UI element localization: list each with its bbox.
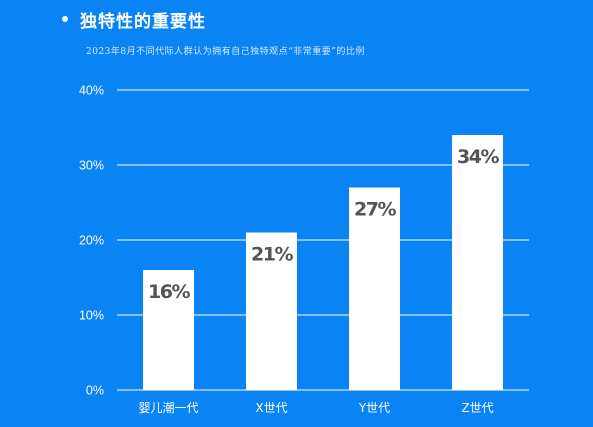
bullet-dot-icon [62,16,68,22]
bar [143,270,194,390]
bar-value-label: 27% [354,199,396,221]
chart-title: 独特性的重要性 [80,11,206,32]
y-tick-label: 30% [79,159,104,173]
y-axis-ticks: 0% 10% 20% 30% 40% [79,84,104,398]
y-tick-label: 0% [86,384,104,398]
bars [143,135,503,390]
bar-value-label: 34% [457,146,499,168]
x-axis-categories: 婴儿潮一代 X世代 Y世代 Z世代 [138,400,493,415]
chart-title-row: 独特性的重要性 [62,6,206,32]
x-category-label: X世代 [255,401,287,415]
bar [349,187,400,390]
chart-subtitle: 2023年8月不同代际人群认为拥有自己独特观点“非常重要”的比例 [86,47,365,57]
y-tick-label: 20% [79,234,104,248]
bar-value-label: 16% [148,281,190,303]
x-category-label: Z世代 [461,401,493,415]
data-labels: 16% 21% 27% 34% [148,146,501,303]
x-category-label: Y世代 [358,401,390,415]
y-tick-label: 40% [79,84,104,98]
bar [246,232,297,390]
x-category-label: 婴儿潮一代 [138,400,198,415]
bar [452,135,503,390]
y-tick-label: 10% [79,309,104,323]
bar-value-label: 21% [251,244,293,266]
